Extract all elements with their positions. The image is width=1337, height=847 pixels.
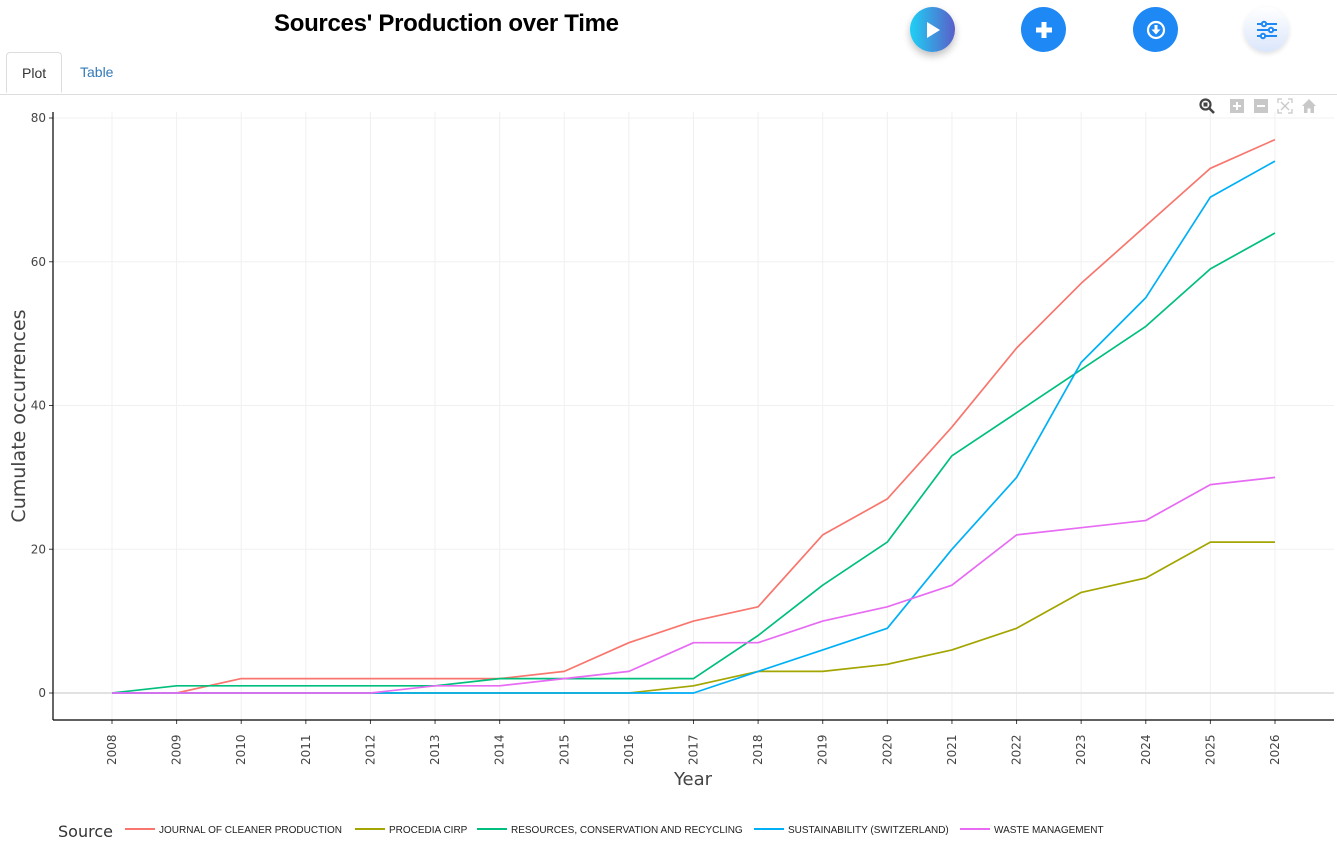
zoom-icon — [1199, 98, 1215, 114]
legend-label: SUSTAINABILITY (SWITZERLAND) — [788, 825, 949, 836]
zoom-in-button[interactable] — [1228, 97, 1246, 115]
y-tick-label: 80 — [31, 111, 46, 125]
x-axis-title: Year — [673, 769, 713, 790]
x-tick-label: 2026 — [1268, 734, 1282, 765]
autoscale-button[interactable] — [1276, 97, 1294, 115]
y-tick-label: 40 — [31, 399, 46, 413]
download-button[interactable] — [1133, 7, 1178, 52]
series-line — [112, 476, 1276, 694]
y-axis-title: Cumulate occurrences — [8, 309, 30, 522]
legend-item[interactable]: SUSTAINABILITY (SWITZERLAND) — [754, 825, 949, 836]
y-axis-ticks: 0 20 40 60 80 — [31, 111, 53, 700]
reset-axes-icon — [1302, 99, 1316, 113]
legend: JOURNAL OF CLEANER PRODUCTION PROCEDIA CI… — [125, 825, 1104, 836]
legend-item[interactable]: JOURNAL OF CLEANER PRODUCTION — [125, 825, 342, 836]
zoom-out-icon — [1254, 99, 1268, 113]
play-button[interactable] — [910, 7, 955, 52]
tab-table[interactable]: Table — [80, 64, 114, 80]
series-line — [112, 138, 1276, 694]
x-tick-label: 2025 — [1203, 734, 1217, 765]
y-tick-label: 0 — [38, 686, 46, 700]
legend-label: WASTE MANAGEMENT — [994, 825, 1104, 836]
x-tick-label: 2009 — [170, 734, 184, 765]
reset-axes-button[interactable] — [1300, 97, 1318, 115]
x-tick-label: 2021 — [945, 734, 959, 765]
grid-lines — [53, 112, 1334, 720]
tab-plot[interactable]: Plot — [6, 52, 63, 93]
zoom-button[interactable] — [1198, 97, 1216, 115]
x-tick-label: 2016 — [622, 734, 636, 765]
x-tick-label: 2014 — [493, 734, 507, 765]
x-tick-label: 2015 — [557, 734, 571, 765]
x-tick-label: 2012 — [363, 734, 377, 765]
y-tick-label: 60 — [31, 255, 46, 269]
sliders-icon — [1256, 20, 1277, 39]
zoom-out-button[interactable] — [1252, 97, 1270, 115]
play-icon — [926, 21, 940, 38]
legend-label: RESOURCES, CONSERVATION AND RECYCLING — [511, 825, 743, 836]
x-tick-label: 2008 — [105, 734, 119, 765]
legend-item[interactable]: WASTE MANAGEMENT — [960, 825, 1104, 836]
legend-item[interactable]: RESOURCES, CONSERVATION AND RECYCLING — [477, 825, 743, 836]
zoom-in-icon — [1230, 99, 1244, 113]
add-button[interactable] — [1021, 7, 1066, 52]
y-tick-label: 20 — [31, 542, 46, 556]
legend-item[interactable]: PROCEDIA CIRP — [355, 825, 468, 836]
modebar — [1198, 97, 1324, 115]
x-tick-label: 2011 — [299, 734, 313, 765]
legend-label: PROCEDIA CIRP — [389, 825, 468, 836]
plus-icon — [1035, 21, 1052, 38]
series-line — [111, 232, 1276, 694]
x-tick-label: 2017 — [687, 734, 701, 765]
settings-button[interactable] — [1244, 7, 1289, 52]
x-tick-label: 2020 — [880, 734, 894, 765]
x-tick-label: 2024 — [1139, 734, 1153, 765]
legend-title: Source — [58, 822, 113, 841]
x-tick-label: 2010 — [234, 734, 248, 765]
x-tick-label: 2013 — [428, 734, 442, 765]
x-tick-label: 2022 — [1010, 734, 1024, 765]
page-title: Sources' Production over Time — [274, 10, 619, 37]
x-tick-label: 2023 — [1074, 734, 1088, 765]
tab-bar: Plot Table — [0, 52, 1337, 95]
download-icon — [1146, 20, 1165, 39]
autoscale-icon — [1277, 98, 1293, 114]
x-tick-label: 2018 — [751, 734, 765, 765]
legend-label: JOURNAL OF CLEANER PRODUCTION — [159, 825, 342, 836]
series-lines — [111, 138, 1276, 694]
x-tick-label: 2019 — [816, 734, 830, 765]
x-axis-ticks: 2008 2009 2010 2011 2012 2013 2014 2015 2016 2017… — [105, 720, 1282, 765]
